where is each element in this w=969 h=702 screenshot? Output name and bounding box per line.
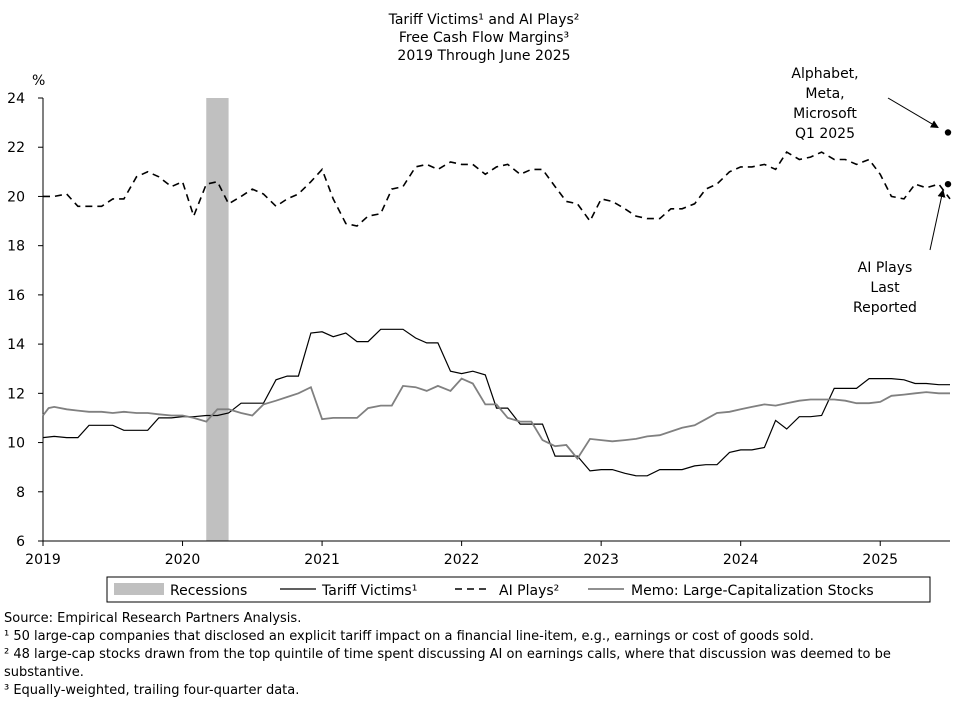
annotations: Alphabet, Meta, Microsoft Q1 2025 AI Plays La…: [791, 66, 946, 316]
footnote-3: ³ Equally-weighted, trailing four-quarte…: [4, 683, 300, 698]
y-tick-label: 20: [7, 189, 25, 205]
legend-box: [106, 576, 931, 603]
x-tick-label: 2021: [304, 552, 340, 568]
annotation-top-line: Q1 2025: [795, 126, 855, 142]
series-lines: [42, 151, 951, 477]
x-tick-label: 2023: [583, 552, 619, 568]
title-line-1: Tariff Victims¹ and AI Plays²: [388, 12, 580, 28]
marker-alphabet-meta-microsoft-q1-2025: [944, 129, 952, 136]
legend: Recessions Tariff Victims¹ AI Plays² Memo: …: [106, 576, 931, 603]
footnote-2: ² 48 large-cap stocks drawn from the top…: [4, 647, 891, 680]
legend-label-large-cap: Memo: Large-Capitalization Stocks: [631, 583, 874, 599]
annotation-top-line: Meta,: [805, 86, 844, 102]
annotation-top-line: Alphabet,: [791, 66, 858, 82]
y-tick-label: 16: [7, 288, 25, 304]
y-tick-label: 24: [7, 91, 25, 107]
chart-canvas: Tariff Victims¹ and AI Plays² Free Cash F…: [7, 12, 952, 603]
marker-ai-plays-last-reported: [944, 180, 952, 188]
footnote-1: ¹ 50 large-cap companies that disclosed …: [4, 629, 814, 644]
series-line-memo-large-capitalization-stocks: [42, 377, 950, 461]
point-markers: [944, 129, 952, 188]
y-tick-label: 6: [16, 534, 25, 550]
footnotes: Source: Empirical Research Partners Anal…: [4, 610, 964, 700]
y-axis-unit-label: %: [32, 73, 45, 89]
title-line-2: Free Cash Flow Margins³: [399, 30, 569, 46]
y-tick-label: 10: [7, 436, 25, 452]
annotation-bottom-line: Last: [870, 280, 900, 296]
title-line-3: 2019 Through June 2025: [397, 48, 570, 64]
y-tick-label: 12: [7, 386, 25, 402]
y-tick-label: 8: [16, 485, 25, 501]
recession-bar: [206, 98, 229, 541]
x-tick-label: 2022: [444, 552, 480, 568]
annotation-bottom-line: AI Plays: [858, 260, 913, 276]
legend-swatch-recessions: [114, 583, 164, 595]
annotation-arrow-bottom: [929, 189, 946, 251]
chart-title: Tariff Victims¹ and AI Plays² Free Cash F…: [388, 12, 580, 64]
series-line-tariff-victims: [42, 328, 950, 477]
annotation-top-line: Microsoft: [793, 106, 857, 122]
recession-shading-layer: [206, 98, 229, 541]
legend-label-recessions: Recessions: [170, 583, 247, 599]
x-tick-label: 2025: [862, 552, 898, 568]
x-tick-label: 2024: [723, 552, 759, 568]
y-tick-label: 22: [7, 140, 25, 156]
series-line-ai-plays: [43, 151, 951, 227]
legend-label-tariff-victims: Tariff Victims¹: [321, 583, 417, 599]
y-tick-label: 14: [7, 337, 25, 353]
y-tick-label: 18: [7, 239, 25, 255]
annotation-bottom-line: Reported: [853, 300, 917, 316]
annotation-arrow-top: [887, 97, 939, 128]
x-tick-label: 2019: [25, 552, 61, 568]
legend-label-ai-plays: AI Plays²: [499, 583, 559, 599]
x-tick-label: 2020: [165, 552, 201, 568]
source-note: Source: Empirical Research Partners Anal…: [4, 611, 302, 626]
